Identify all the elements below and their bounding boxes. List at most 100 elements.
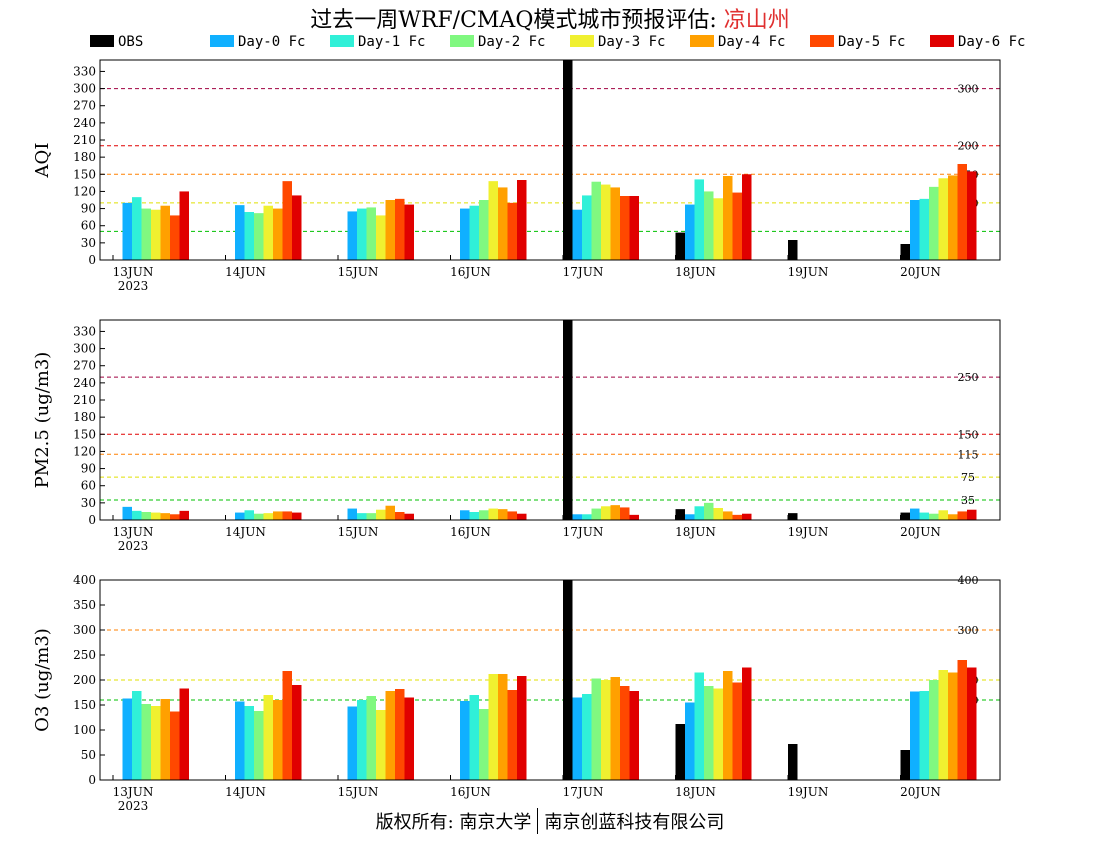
bar bbox=[723, 511, 733, 520]
legend-label: Day-0 Fc bbox=[238, 34, 306, 50]
bar bbox=[517, 513, 527, 520]
y-tick-label: 240 bbox=[73, 116, 96, 130]
bar bbox=[460, 510, 470, 520]
bar bbox=[357, 700, 367, 780]
bar bbox=[742, 174, 752, 260]
bar bbox=[273, 700, 283, 780]
title-prefix: 过去一周WRF/CMAQ模式城市预报评估: bbox=[310, 8, 724, 33]
bar bbox=[620, 686, 630, 780]
bar bbox=[263, 205, 273, 260]
bar bbox=[151, 512, 161, 520]
x-tick-label: 18JUN bbox=[675, 785, 716, 799]
bar bbox=[629, 196, 639, 260]
bar bbox=[517, 676, 527, 780]
y-tick-label: 200 bbox=[73, 673, 96, 687]
chart-panel: 5010015020030003060901201501802102402703… bbox=[32, 59, 1001, 293]
legend-item: Day-6 Fc bbox=[930, 34, 1025, 54]
y-tick-label: 270 bbox=[73, 99, 96, 113]
bar bbox=[507, 690, 517, 780]
x-tick-label: 20JUN bbox=[900, 525, 941, 539]
x-tick-label: 17JUN bbox=[563, 525, 604, 539]
x-tick-label: 16JUN bbox=[450, 265, 491, 279]
bar bbox=[938, 670, 948, 780]
x-tick-label: 17JUN bbox=[563, 785, 604, 799]
y-axis-title: PM2.5 (ug/m3) bbox=[32, 352, 53, 489]
y-tick-label: 350 bbox=[73, 598, 96, 612]
bar bbox=[141, 208, 151, 260]
y-tick-label: 300 bbox=[73, 342, 96, 356]
bar bbox=[788, 513, 798, 520]
bar bbox=[732, 192, 742, 260]
x-tick-label: 15JUN bbox=[338, 525, 379, 539]
y-tick-label: 210 bbox=[73, 393, 96, 407]
bar bbox=[122, 202, 132, 260]
x-tick-label: 19JUN bbox=[788, 525, 829, 539]
bar bbox=[244, 706, 254, 780]
bar bbox=[591, 508, 601, 520]
bar bbox=[967, 509, 977, 520]
bar bbox=[732, 514, 742, 520]
bar bbox=[610, 187, 620, 260]
bar bbox=[460, 701, 470, 780]
bar bbox=[601, 506, 611, 520]
bar bbox=[929, 186, 939, 260]
bar bbox=[488, 674, 498, 780]
bar bbox=[282, 511, 292, 520]
bar bbox=[610, 677, 620, 780]
bar bbox=[357, 208, 367, 260]
bar bbox=[572, 697, 582, 780]
y-tick-label: 90 bbox=[81, 202, 96, 216]
y-tick-label: 120 bbox=[73, 444, 96, 458]
bar bbox=[938, 510, 948, 520]
bar bbox=[919, 512, 929, 520]
legend-item: Day-2 Fc bbox=[450, 34, 545, 54]
plot-frame bbox=[99, 59, 1001, 261]
bar bbox=[967, 667, 977, 780]
bar bbox=[366, 207, 376, 260]
bar bbox=[967, 171, 977, 260]
x-tick-label: 17JUN bbox=[563, 265, 604, 279]
bar bbox=[601, 184, 611, 260]
bar bbox=[479, 709, 489, 780]
threshold-label: 75 bbox=[961, 471, 975, 484]
bar bbox=[675, 509, 685, 520]
y-tick-label: 240 bbox=[73, 376, 96, 390]
legend-label: OBS bbox=[118, 34, 144, 50]
bar bbox=[404, 513, 414, 520]
bar bbox=[170, 514, 180, 520]
legend-item: Day-3 Fc bbox=[570, 34, 665, 54]
bar bbox=[488, 508, 498, 520]
threshold-label: 250 bbox=[958, 371, 979, 384]
bar bbox=[957, 511, 967, 520]
bar bbox=[385, 200, 395, 260]
bar bbox=[404, 697, 414, 780]
x-tick-label: 18JUN bbox=[675, 525, 716, 539]
bar bbox=[929, 513, 939, 520]
bar bbox=[704, 191, 714, 260]
x-tick-label: 19JUN bbox=[788, 785, 829, 799]
bar bbox=[713, 688, 723, 780]
bar bbox=[572, 514, 582, 520]
legend-swatch bbox=[330, 35, 354, 47]
bar bbox=[957, 660, 967, 780]
footer-copyright: 版权所有: 南京大学 bbox=[375, 812, 532, 833]
bar bbox=[160, 699, 170, 780]
bar bbox=[488, 181, 498, 260]
bar bbox=[498, 674, 508, 780]
x-tick-label: 13JUN bbox=[113, 265, 154, 279]
bar bbox=[395, 512, 405, 520]
bar bbox=[122, 698, 132, 780]
bar bbox=[582, 195, 592, 260]
bar bbox=[469, 205, 479, 260]
bar bbox=[263, 513, 273, 520]
legend-item: Day-4 Fc bbox=[690, 34, 785, 54]
threshold-label: 200 bbox=[958, 140, 979, 153]
bar bbox=[376, 509, 386, 520]
x-tick-label: 13JUN bbox=[113, 525, 154, 539]
bar bbox=[563, 320, 573, 520]
y-tick-label: 100 bbox=[73, 723, 96, 737]
bar bbox=[479, 200, 489, 260]
bar bbox=[563, 580, 573, 780]
bar bbox=[141, 512, 151, 520]
